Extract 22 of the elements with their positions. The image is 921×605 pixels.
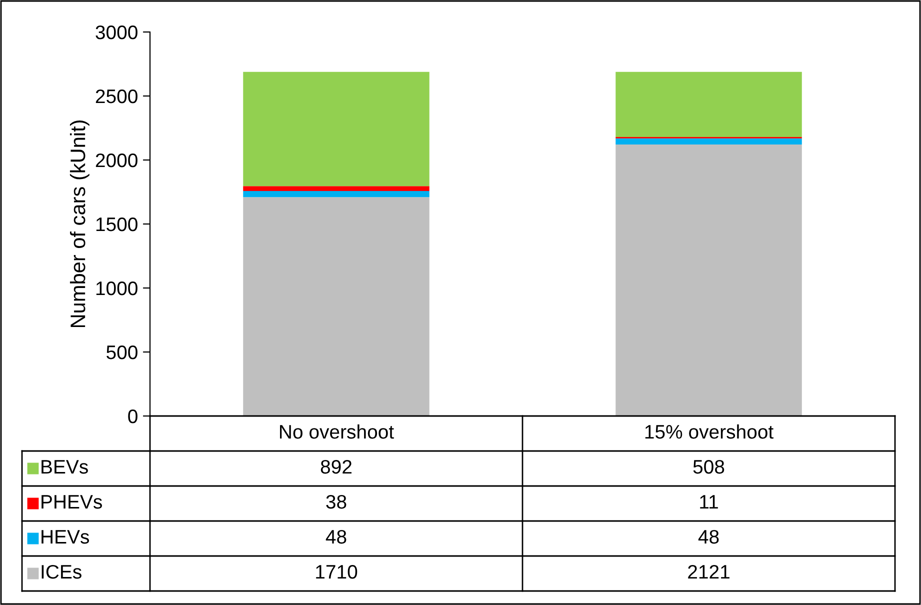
legend-label: BEVs bbox=[42, 460, 88, 474]
legend-label: PHEVs bbox=[42, 495, 102, 509]
data-label: 48 bbox=[698, 530, 719, 544]
legend-label: ICEs bbox=[42, 564, 82, 579]
data-label: 892 bbox=[320, 460, 352, 474]
data-label: 11 bbox=[700, 495, 718, 509]
data-label: 38 bbox=[326, 494, 346, 509]
x-tick-label: 15% overshoot bbox=[645, 424, 774, 439]
y-axis-title: Number of cars (kUnit) bbox=[70, 120, 90, 328]
data-label: 48 bbox=[326, 530, 346, 544]
legend-label: HEVs bbox=[42, 530, 89, 544]
x-tick-label: No overshoot bbox=[280, 424, 394, 439]
y-tick-label: 3000 bbox=[96, 25, 138, 40]
y-tick-label: 0 bbox=[128, 409, 138, 424]
y-tick-label: 2000 bbox=[96, 153, 138, 168]
data-label: 508 bbox=[693, 460, 724, 474]
y-tick-label: 500 bbox=[106, 345, 138, 360]
y-tick-label: 1000 bbox=[96, 281, 138, 296]
y-tick-label: 2500 bbox=[96, 89, 138, 104]
data-label: 1710 bbox=[316, 564, 358, 579]
y-tick-label: 1500 bbox=[96, 217, 138, 232]
data-label: 2121 bbox=[688, 564, 730, 579]
